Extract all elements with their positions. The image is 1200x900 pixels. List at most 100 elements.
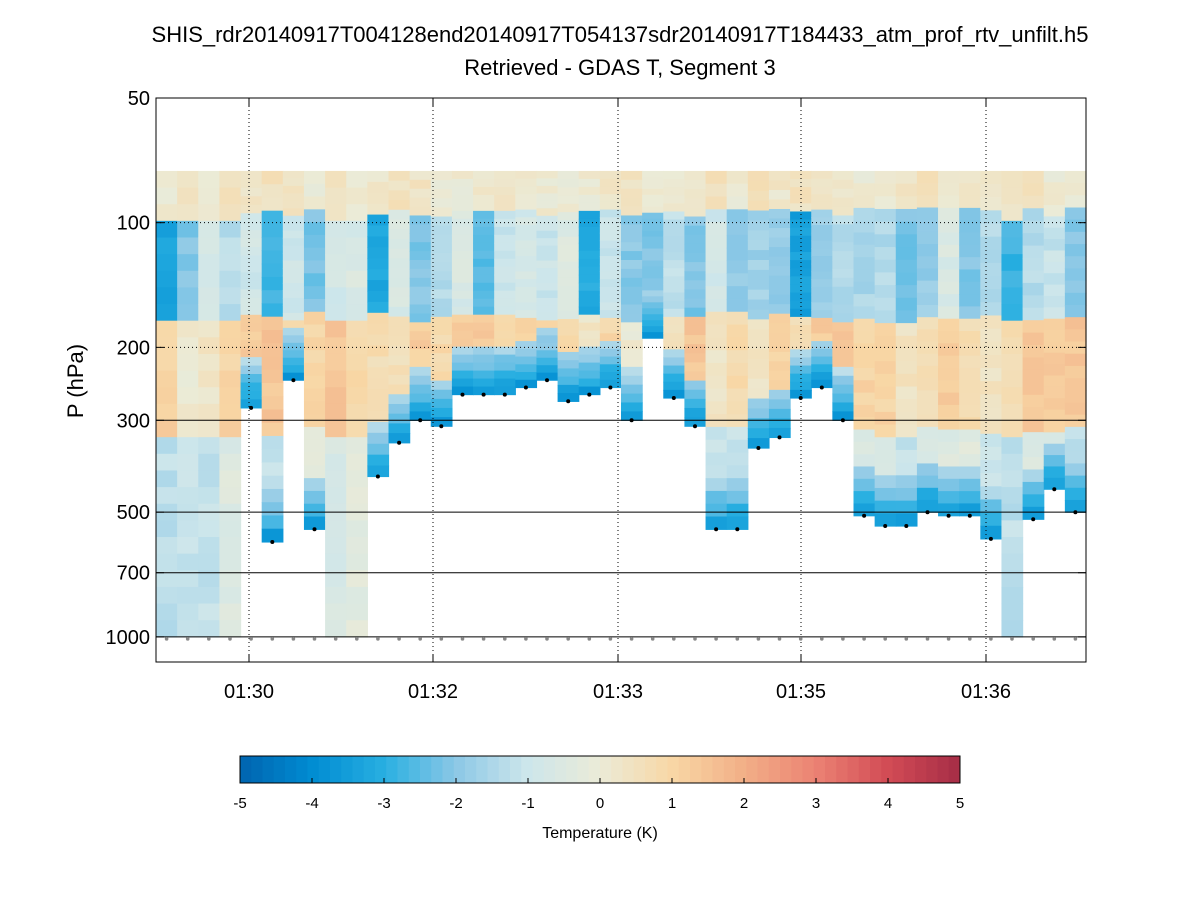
heatmap-cell <box>768 237 791 248</box>
heatmap-cell <box>219 420 242 438</box>
heatmap-cell <box>663 349 686 359</box>
cloud-marker <box>1052 487 1057 492</box>
heatmap-cell <box>832 179 855 190</box>
heatmap-cell <box>1064 499 1087 513</box>
heatmap-cell <box>1064 451 1087 465</box>
colorbar-cell <box>611 756 623 783</box>
heatmap-cell <box>1022 307 1045 321</box>
heatmap-cell <box>1043 420 1066 433</box>
heatmap-cell <box>705 388 728 402</box>
chart-title: SHIS_rdr20140917T004128end20140917T05413… <box>152 22 1089 47</box>
heatmap-cell <box>811 263 833 273</box>
heatmap-cell <box>1001 353 1024 372</box>
heatmap-cell <box>642 176 664 184</box>
heatmap-cell <box>790 316 812 326</box>
heatmap-cell <box>156 204 178 222</box>
heatmap-cell <box>198 254 221 272</box>
heatmap-cell <box>684 225 707 236</box>
heatmap-cell <box>240 264 263 274</box>
heatmap-cell <box>156 387 178 405</box>
heatmap-cell <box>536 170 559 179</box>
heatmap-cell <box>177 437 199 455</box>
heatmap-cell <box>177 237 199 255</box>
heatmap-cell <box>303 490 326 505</box>
heatmap-cell <box>536 290 559 299</box>
cloud-marker <box>312 527 317 532</box>
heatmap-cell <box>409 349 432 359</box>
heatmap-cell <box>494 218 516 228</box>
heatmap-cell <box>557 286 580 295</box>
heatmap-cell <box>240 306 263 316</box>
heatmap-cell <box>642 314 664 321</box>
heatmap-cell <box>832 331 855 341</box>
heatmap-cell <box>790 203 812 213</box>
surface-marker <box>376 637 380 641</box>
heatmap-cell <box>261 528 284 543</box>
x-tick-label: 01:30 <box>224 681 274 703</box>
heatmap-cell <box>557 335 580 345</box>
heatmap-cell <box>219 553 242 571</box>
heatmap-cell <box>578 226 601 236</box>
heatmap-cell <box>1064 207 1087 221</box>
heatmap-cell <box>895 285 918 299</box>
heatmap-cell <box>938 257 960 271</box>
heatmap-cell <box>621 286 643 297</box>
heatmap-cell <box>367 334 390 347</box>
heatmap-cell <box>240 255 263 265</box>
heatmap-cell <box>198 487 221 505</box>
heatmap-cell <box>1022 469 1045 483</box>
heatmap-cell <box>1043 182 1066 195</box>
heatmap-cell <box>895 310 918 324</box>
heatmap-cell <box>790 308 812 318</box>
heatmap-cell <box>282 320 305 329</box>
heatmap-cell <box>388 413 411 424</box>
heatmap-cell <box>684 170 707 181</box>
heatmap-cell <box>261 502 284 517</box>
heatmap-cell <box>853 367 876 381</box>
heatmap-cell <box>303 362 326 377</box>
heatmap-cell <box>240 340 263 350</box>
colorbar-cell <box>397 756 410 783</box>
heatmap-cell <box>705 503 728 518</box>
heatmap-cell <box>726 503 749 518</box>
heatmap-cell <box>261 303 284 318</box>
colorbar-cell <box>442 756 455 783</box>
heatmap-cell <box>874 335 897 350</box>
heatmap-cell <box>494 242 516 252</box>
heatmap-cell <box>980 341 1003 356</box>
heatmap-cell <box>642 332 664 339</box>
cloud-marker <box>819 385 824 390</box>
colorbar-cell <box>577 756 590 783</box>
heatmap-cell <box>1022 220 1045 234</box>
heatmap-cell <box>832 393 855 404</box>
heatmap-cell <box>980 460 1003 474</box>
heatmap-cell <box>980 407 1003 422</box>
heatmap-cell <box>430 307 453 318</box>
colorbar-ticks: -5 -4 -3 -2 -1 0 1 2 3 4 5 <box>233 778 964 812</box>
y-tick-label: 200 <box>117 337 150 359</box>
heatmap-cell <box>832 375 855 386</box>
heatmap-cell <box>367 323 390 336</box>
heatmap-cell <box>621 375 643 386</box>
colorbar-cell <box>307 756 320 783</box>
colorbar-cell <box>273 756 286 783</box>
heatmap-cell <box>874 399 897 413</box>
heatmap-cell <box>811 248 833 257</box>
heatmap-cell <box>642 236 664 244</box>
heatmap-cell <box>557 319 580 328</box>
heatmap-cell <box>451 346 474 356</box>
heatmap-cell <box>980 486 1003 501</box>
heatmap-cell <box>1064 317 1087 330</box>
heatmap-cell <box>325 287 347 305</box>
heatmap-cell <box>388 277 411 289</box>
heatmap-cell <box>811 348 833 358</box>
heatmap-cell <box>515 263 538 273</box>
cloud-markers <box>249 378 1078 544</box>
heatmap-cell <box>768 209 791 220</box>
heatmap-cell <box>557 253 580 263</box>
heatmap-cell <box>494 202 516 212</box>
heatmap-cell <box>303 183 326 198</box>
heatmap-cell <box>451 210 474 220</box>
heatmap-cell <box>240 196 263 206</box>
heatmap-cell <box>895 170 918 185</box>
